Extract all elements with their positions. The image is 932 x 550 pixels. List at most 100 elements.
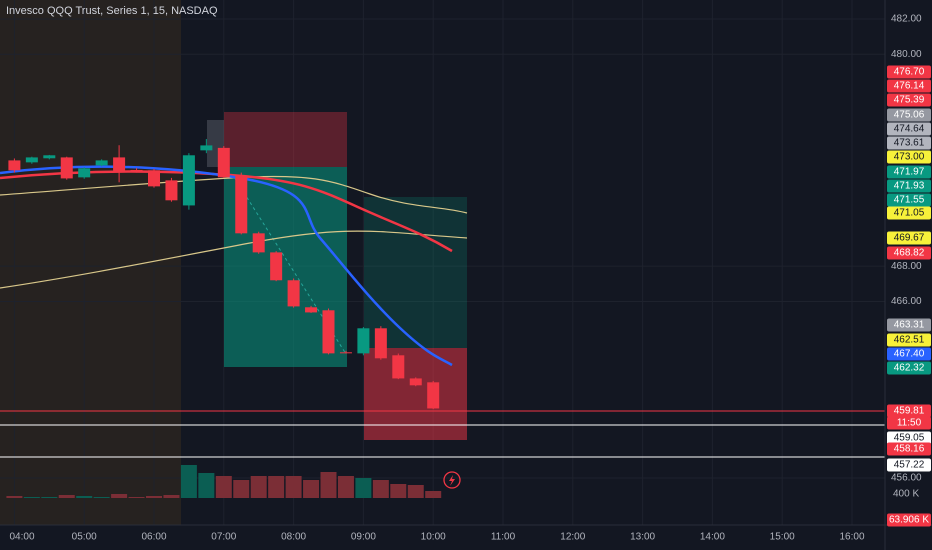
candle-body: [339, 352, 352, 354]
volume-bar: [407, 485, 424, 498]
price-tag: 462.51: [887, 333, 931, 347]
volume-bar: [6, 496, 23, 498]
price-tag-label: 11:50: [897, 418, 922, 429]
price-tag-label: 458.16: [894, 444, 925, 455]
price-tag: 475.06: [887, 108, 931, 122]
price-tag: 471.05: [887, 206, 931, 220]
price-tag-bg: [887, 93, 931, 107]
price-tag-bg: [887, 404, 931, 418]
price-tag: 463.31: [887, 318, 931, 332]
event-icon-bolt: [449, 475, 455, 486]
price-tag-label: 459.05: [894, 433, 925, 444]
price-tag-bg: [887, 165, 931, 179]
event-icon[interactable]: [443, 471, 461, 489]
volume-bar: [41, 497, 58, 498]
volume-bar: [111, 494, 128, 498]
price-tag: 473.61: [887, 136, 931, 150]
price-tag-label: 63.906 K: [889, 515, 929, 526]
y-tick-label: 466.00: [891, 296, 922, 307]
price-tag-bg: [887, 179, 931, 193]
x-tick-label: 14:00: [700, 532, 725, 543]
x-tick-label: 11:00: [491, 532, 516, 543]
price-tag-bg: [887, 122, 931, 136]
volume-bar: [215, 476, 232, 498]
candle-body: [165, 180, 178, 201]
y-tick-label: 456.00: [891, 473, 922, 484]
candle-body: [95, 160, 108, 166]
volume-bar: [425, 491, 442, 498]
price-tag: 475.39: [887, 93, 931, 107]
price-tag: 476.14: [887, 79, 931, 93]
price-tag-bg: [887, 416, 931, 430]
volume-bar: [390, 484, 407, 498]
volume-bar: [233, 480, 250, 498]
x-tick-label: 08:00: [281, 532, 306, 543]
volume-bar: [337, 476, 354, 498]
price-tag: 459.05: [887, 431, 931, 445]
volume-bar: [76, 496, 93, 498]
price-tag-bg: [887, 347, 931, 361]
price-tag: 471.93: [887, 179, 931, 193]
price-tag: 63.906 K: [887, 513, 931, 527]
price-tags: 476.70 476.14 475.39 475.06 474.64 473.61 473.…: [887, 65, 931, 527]
candle-body: [409, 378, 422, 386]
candle-body: [357, 328, 370, 354]
candle-body: [25, 157, 38, 163]
price-tag-label: 471.97: [894, 167, 925, 178]
price-tag-bg: [887, 318, 931, 332]
price-tag-bg: [887, 442, 931, 456]
price-tag: 471.97: [887, 165, 931, 179]
volume-bar: [285, 476, 302, 498]
price-tag-label: 463.31: [894, 320, 925, 331]
candle-body: [235, 175, 248, 234]
volume-bar: [198, 473, 215, 498]
price-tag-label: 476.14: [894, 81, 925, 92]
price-tag: 457.22: [887, 458, 931, 472]
candle-body: [322, 310, 335, 354]
x-tick-label: 16:00: [839, 532, 864, 543]
price-tag-label: 471.93: [894, 181, 925, 192]
x-tick-label: 06:00: [141, 532, 166, 543]
stop-zone: [224, 112, 347, 167]
y-tick-label: 482.00: [891, 14, 922, 25]
price-tag: 458.16: [887, 442, 931, 456]
price-tag-label: 462.32: [894, 363, 925, 374]
candle-body: [8, 160, 21, 171]
candle-body: [78, 168, 91, 178]
candle-body: [305, 307, 318, 313]
candle-body: [113, 157, 126, 173]
y-tick-label: 480.00: [891, 49, 922, 60]
candle-body: [60, 157, 73, 179]
candle-body: [270, 252, 283, 281]
price-tag-bg: [887, 206, 931, 220]
price-tag-bg: [887, 361, 931, 375]
price-tag-bg: [887, 458, 931, 472]
price-tag-bg: [887, 108, 931, 122]
price-tag-label: 476.70: [894, 67, 925, 78]
volume-bar: [268, 476, 285, 498]
price-tag-bg: [887, 333, 931, 347]
price-tag: 471.55: [887, 193, 931, 207]
price-tag: 476.70: [887, 65, 931, 79]
grid: [0, 0, 885, 525]
candle-body: [43, 155, 56, 159]
price-tag: 459.81: [887, 404, 931, 418]
stop-zone: [364, 348, 467, 440]
x-tick-label: 13:00: [630, 532, 655, 543]
volume-bar: [250, 476, 267, 498]
candle-body: [217, 147, 230, 178]
chart-title: Invesco QQQ Trust, Series 1, 15, NASDAQ: [6, 5, 218, 17]
price-tag: 468.82: [887, 246, 931, 260]
x-tick-label: 10:00: [421, 532, 446, 543]
price-tag-label: 468.82: [894, 248, 925, 259]
price-tag-bg: [887, 150, 931, 164]
candle-body: [287, 280, 300, 307]
x-tick-label: 12:00: [560, 532, 585, 543]
price-tag: 11:50: [887, 416, 931, 430]
candle-body: [427, 382, 440, 409]
volume-bar: [23, 497, 40, 498]
premarket-shade: [0, 0, 181, 525]
candle-body: [392, 355, 405, 379]
volume-bar: [93, 497, 110, 498]
